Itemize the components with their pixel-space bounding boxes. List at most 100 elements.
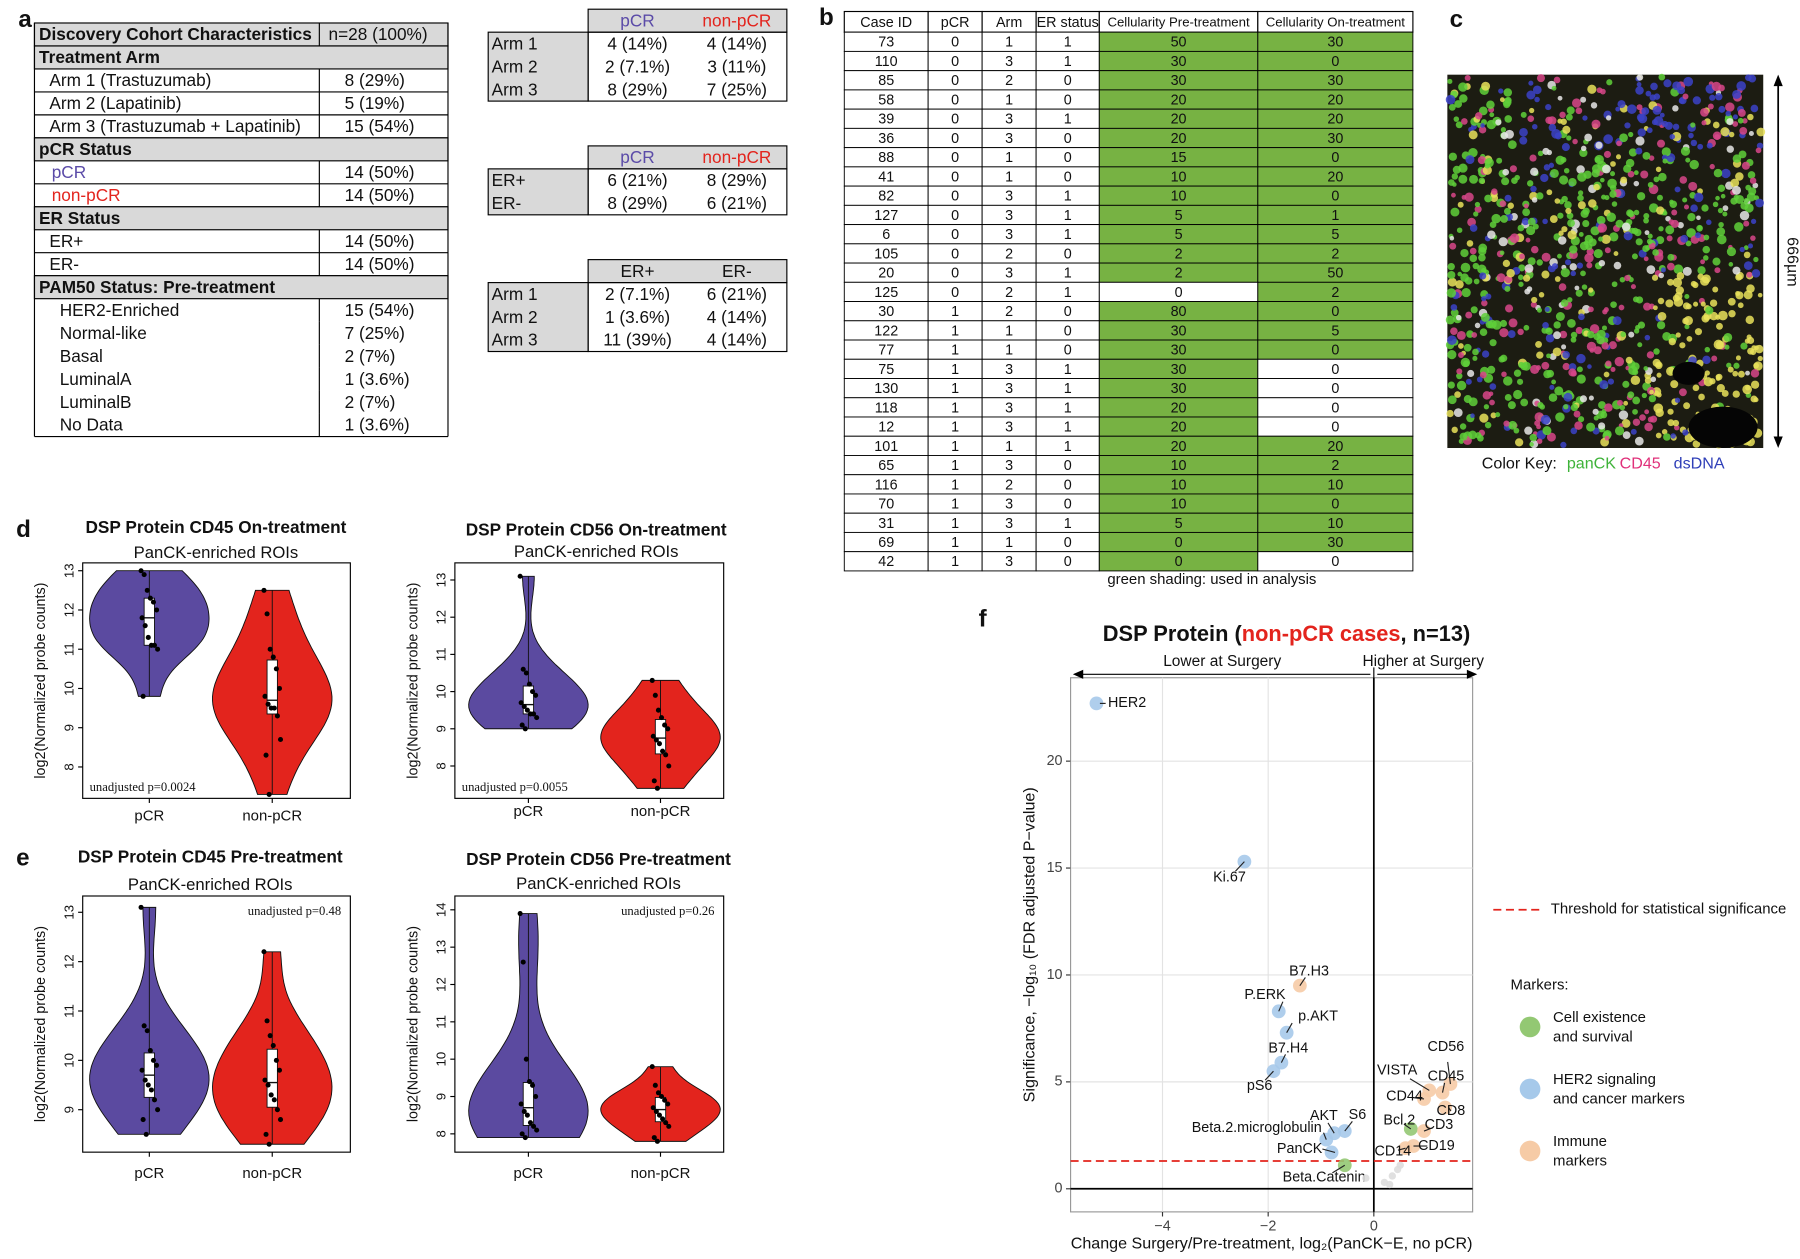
cell-value: 30 <box>1327 35 1343 51</box>
cell-dot <box>1465 311 1473 319</box>
data-point <box>147 595 153 601</box>
cell-dot <box>1696 224 1703 232</box>
cell-value: 2 <box>1331 458 1339 474</box>
data-point <box>1388 1172 1396 1180</box>
cell-dot <box>1751 345 1757 351</box>
cell-dot <box>1715 374 1721 380</box>
cell-dot <box>1715 340 1725 350</box>
y-tick-label: 10 <box>1047 967 1063 983</box>
cell-dot <box>1635 86 1644 95</box>
cell-dot <box>1484 157 1494 168</box>
cell-dot <box>1559 330 1568 339</box>
cell-value: 20 <box>1171 112 1187 128</box>
cell-value: 3 <box>1005 54 1013 70</box>
cell-dot <box>1471 332 1478 338</box>
cell-dot <box>1706 142 1713 149</box>
x-tick-label: non-pCR <box>631 1165 691 1182</box>
cell-dot <box>1582 219 1590 228</box>
cell-dot <box>1549 215 1558 223</box>
cell: 7 (25%) <box>707 79 767 99</box>
cell-dot <box>1458 82 1468 92</box>
cell-dot <box>1644 409 1650 415</box>
data-point <box>274 713 280 719</box>
x-axis-label: Change Surgery/Pre-treatment, log₂(PanCK… <box>1071 1234 1473 1252</box>
cell-dot <box>1557 236 1567 245</box>
cell-dot <box>1536 74 1545 83</box>
cell-value: 1 <box>1064 189 1072 205</box>
cell-dot <box>1529 107 1535 114</box>
row-label: Arm 3 <box>492 79 538 99</box>
cell-dot <box>1624 122 1631 129</box>
y-tick-label: 8 <box>62 763 77 770</box>
x-tick-label: non-pCR <box>242 1165 302 1182</box>
cell: 8 (29%) <box>607 193 667 213</box>
row-label: Arm 2 <box>492 56 538 76</box>
y-tick-label: 8 <box>434 1130 449 1137</box>
cell-dot <box>1625 356 1633 364</box>
cell-dot <box>1689 159 1699 170</box>
cell-dot <box>1669 200 1678 209</box>
cell-dot <box>1682 197 1688 203</box>
cell-dot <box>1725 102 1735 112</box>
cell-dot <box>1728 310 1736 318</box>
cell-dot <box>1748 130 1754 137</box>
cell-dot <box>1568 245 1578 254</box>
cell-dot <box>1506 269 1515 278</box>
cell-dot <box>1477 156 1486 165</box>
cell-value: 3 <box>1005 516 1013 532</box>
row-value: 2 (7%) <box>345 346 396 366</box>
cell-value: 3 <box>1005 458 1013 474</box>
cell-dot <box>1644 334 1651 341</box>
data-point <box>526 1079 532 1085</box>
cell-dot <box>1526 225 1536 236</box>
cell-dot <box>1499 97 1505 103</box>
cell-dot <box>1718 221 1724 228</box>
cell-dot <box>1682 266 1692 276</box>
label-column <box>487 168 589 216</box>
cell-dot <box>1479 328 1488 337</box>
cell-dot <box>1505 304 1514 313</box>
cell-value: 70 <box>878 497 894 513</box>
cell-dot <box>1712 201 1719 208</box>
cell-dot <box>1498 237 1508 247</box>
cell-dot <box>1558 230 1564 236</box>
y-axis-label: log2(Normalized probe counts) <box>405 583 421 779</box>
cell-dot <box>1627 104 1637 114</box>
cell-dot <box>1749 177 1757 184</box>
legend-line: Cell existence <box>1553 1009 1650 1026</box>
data-point <box>1271 1004 1286 1019</box>
cell-value: 1 <box>1064 208 1072 224</box>
cell-dot <box>1472 348 1479 356</box>
cell-value: 10 <box>1171 189 1187 205</box>
cell-dot <box>1504 285 1511 292</box>
cell-dot <box>1662 210 1668 216</box>
cell-dot <box>1559 111 1566 119</box>
box <box>266 1048 278 1108</box>
cell <box>1257 551 1414 572</box>
cell-dot <box>1592 408 1599 415</box>
cell-value: 20 <box>1171 400 1187 416</box>
legend-line: and survival <box>1553 1028 1633 1045</box>
cell-dot <box>1527 257 1536 266</box>
table-header: n=28 (100%) <box>329 24 428 44</box>
section-title: ER Status <box>39 208 120 228</box>
cell-dot <box>1577 201 1586 210</box>
cell-dot <box>1743 251 1751 259</box>
cell-dot <box>1704 346 1711 353</box>
cell-value: 30 <box>1171 73 1187 89</box>
cell-dot <box>1747 113 1754 121</box>
cell-dot <box>1542 218 1548 225</box>
cell-dot <box>1458 343 1464 349</box>
cell-value: 0 <box>951 266 959 282</box>
cell-dot <box>1641 107 1650 116</box>
cell-dot <box>1457 271 1463 277</box>
cell-dot <box>1595 141 1603 149</box>
cell-dot <box>1730 178 1740 188</box>
row-value: 15 (54%) <box>345 116 415 136</box>
cell-dot <box>1546 369 1555 378</box>
plot-frame <box>454 895 725 1153</box>
data-point <box>534 1127 540 1133</box>
body-cells <box>587 168 788 216</box>
data-point <box>517 573 523 579</box>
cell-dot <box>1478 253 1486 262</box>
